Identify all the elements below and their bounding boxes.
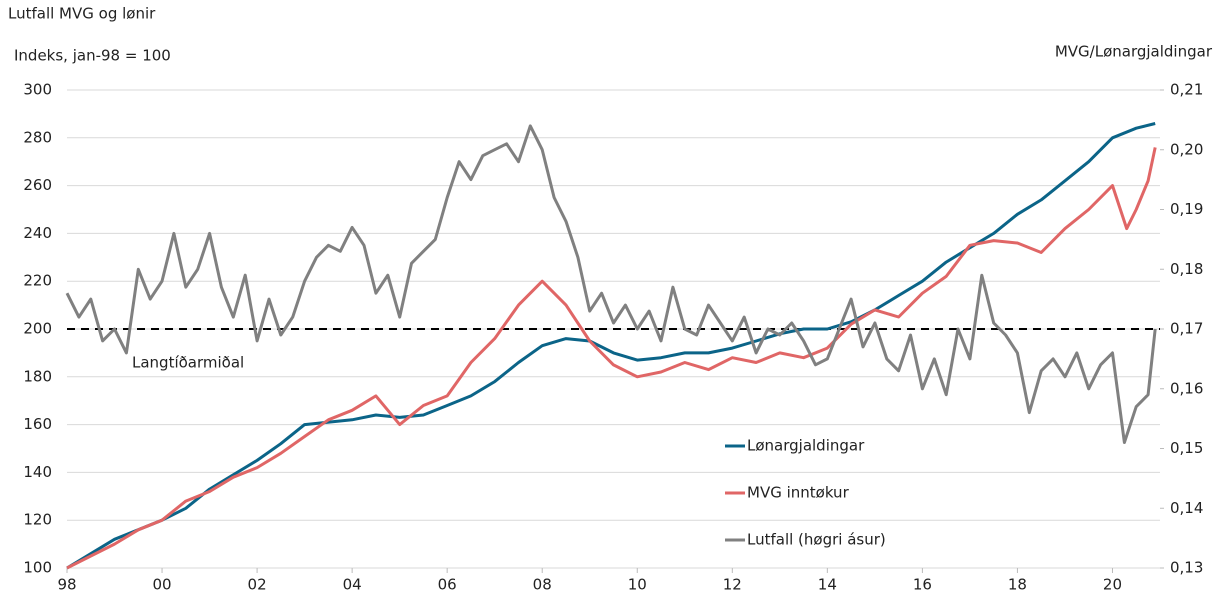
x-tick-label: 04: [343, 576, 362, 594]
series-line: [65, 124, 1157, 444]
y-tick-label: 180: [23, 367, 52, 385]
x-tick-label: 08: [533, 576, 552, 594]
y2-tick-label: 0,18: [1170, 260, 1203, 278]
y-tick-label: 200: [23, 320, 52, 338]
y-tick-label: 120: [23, 511, 52, 529]
legend-label: Lutfall (høgri ásur): [747, 531, 886, 549]
x-tick-label: 02: [248, 576, 267, 594]
x-tick-label: 00: [152, 576, 171, 594]
y-tick-label: 280: [23, 128, 52, 146]
y2-tick-label: 0,19: [1170, 200, 1203, 218]
y2-axis-label: MVG/Lønargjaldingar: [1055, 43, 1213, 61]
y2-tick-label: 0,13: [1170, 559, 1203, 577]
y2-tick-label: 0,21: [1170, 81, 1203, 99]
y2-tick-label: 0,20: [1170, 140, 1203, 158]
y2-tick-label: 0,14: [1170, 499, 1203, 517]
x-tick-label: 18: [1008, 576, 1027, 594]
y-tick-label: 260: [23, 176, 52, 194]
legend-label: Lønargjaldingar: [747, 437, 865, 455]
x-tick-label: 10: [628, 576, 647, 594]
x-tick-label: 06: [438, 576, 457, 594]
series-line: [66, 147, 1157, 570]
x-tick-label: 98: [57, 576, 76, 594]
x-tick-label: 20: [1103, 576, 1122, 594]
chart-title: Lutfall MVG og lønir: [8, 5, 156, 23]
legend-label: MVG inntøkur: [747, 484, 850, 502]
y-tick-label: 140: [23, 463, 52, 481]
y-tick-label: 100: [23, 559, 52, 577]
y-tick-label: 160: [23, 415, 52, 433]
x-tick-label: 14: [818, 576, 837, 594]
y-tick-label: 240: [23, 224, 52, 242]
y-tick-label: 300: [23, 81, 52, 99]
y-tick-label: 220: [23, 272, 52, 290]
x-tick-label: 12: [723, 576, 742, 594]
y2-tick-label: 0,17: [1170, 320, 1203, 338]
y-axis-label: Indeks, jan-98 = 100: [14, 47, 171, 65]
y2-tick-label: 0,15: [1170, 439, 1203, 457]
y2-tick-label: 0,16: [1170, 379, 1203, 397]
reference-label: Langtíðarmiðal: [132, 354, 244, 372]
x-tick-label: 16: [913, 576, 932, 594]
series-line: [66, 122, 1156, 570]
